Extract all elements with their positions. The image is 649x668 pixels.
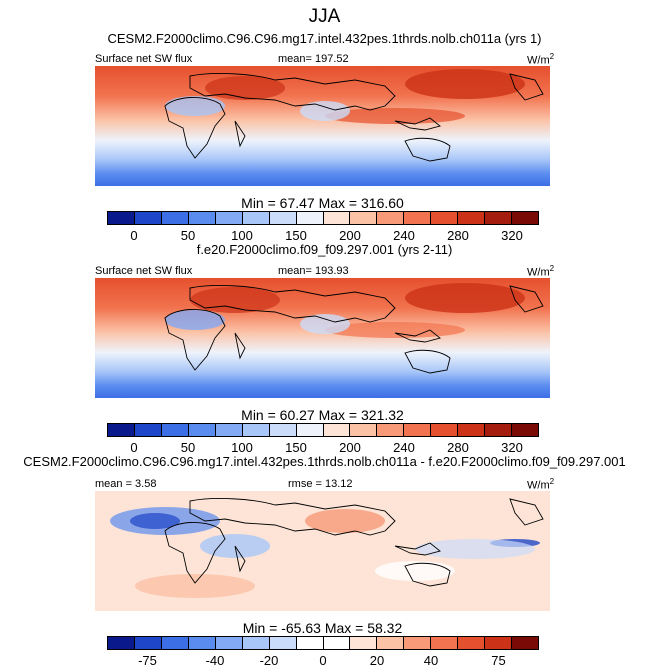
colorbar-swatch <box>188 424 216 436</box>
colorbar-swatch <box>458 424 486 436</box>
colorbar-tick-label: 40 <box>423 653 439 668</box>
colorbar-swatch <box>161 637 189 649</box>
season-title: JJA <box>308 6 341 27</box>
colorbar-swatch <box>485 212 513 224</box>
panel-2-coastlines <box>164 285 544 374</box>
colorbar-swatch <box>134 212 162 224</box>
panel-3-rmse-label: rmse = 13.12 <box>288 478 353 490</box>
colorbar-swatch <box>404 212 432 224</box>
colorbar-swatch <box>485 637 513 649</box>
colorbar-swatch <box>242 637 270 649</box>
colorbar-swatch <box>269 637 297 649</box>
colorbar-tick-label: 150 <box>285 228 307 243</box>
panel-1-coastlines <box>164 73 544 162</box>
panel-3-units: W/m2 <box>527 477 555 492</box>
colorbar-tick-label: 0 <box>319 653 327 668</box>
colorbar-swatch <box>242 212 270 224</box>
panel-2-map <box>95 278 550 398</box>
colorbar-swatch <box>404 637 432 649</box>
colorbar-swatch <box>431 637 459 649</box>
colorbar-swatch <box>350 637 378 649</box>
colorbar-tick-label: 240 <box>393 228 415 243</box>
panel-1-min-max: Min = 67.47 Max = 316.60 <box>241 195 404 211</box>
colorbar-swatch <box>134 424 162 436</box>
colorbar-swatch <box>404 424 432 436</box>
colorbar-swatch <box>323 637 351 649</box>
colorbar-swatch <box>512 424 538 436</box>
colorbar-swatch <box>323 424 351 436</box>
colorbar-tick-label: 280 <box>447 440 469 455</box>
colorbar-swatch <box>485 424 513 436</box>
colorbar-tick-label: 320 <box>501 440 523 455</box>
colorbar-tick-label: 0 <box>130 440 138 455</box>
colorbar-swatch <box>296 212 324 224</box>
colorbar-tick-label: 50 <box>180 440 196 455</box>
colorbar-swatch <box>215 212 243 224</box>
colorbar-swatch <box>188 212 216 224</box>
panel-2-units: W/m2 <box>527 264 555 279</box>
colorbar-swatch <box>296 424 324 436</box>
panel-3-colorbar <box>107 636 539 650</box>
panel-3-coastlines <box>164 498 544 587</box>
colorbar-tick-label: -75 <box>138 653 157 668</box>
colorbar-swatch <box>161 212 189 224</box>
colorbar-swatch <box>108 212 135 224</box>
panel-1-title: CESM2.F2000climo.C96.C96.mg17.intel.432p… <box>107 31 542 46</box>
colorbar-swatch <box>377 637 405 649</box>
colorbar-swatch <box>458 212 486 224</box>
panel-1-map <box>95 66 550 186</box>
colorbar-tick-label: 240 <box>393 440 415 455</box>
panel-3-map <box>95 491 550 611</box>
colorbar-tick-label: -20 <box>259 653 279 668</box>
colorbar-swatch <box>512 637 538 649</box>
panel-2-variable-label: Surface net SW flux <box>95 265 193 277</box>
panel-3-mean-label: mean = 3.58 <box>95 478 157 490</box>
colorbar-swatch <box>431 212 459 224</box>
colorbar-swatch <box>431 424 459 436</box>
colorbar-swatch <box>350 212 378 224</box>
colorbar-swatch <box>134 637 162 649</box>
colorbar-tick-label: 0 <box>130 228 138 243</box>
colorbar-tick-label: 280 <box>447 228 469 243</box>
colorbar-tick-label: 75 <box>491 653 506 668</box>
colorbar-tick-label: 20 <box>369 653 385 668</box>
colorbar-swatch <box>242 424 270 436</box>
colorbar-swatch <box>215 637 243 649</box>
colorbar-tick-label: 150 <box>285 440 307 455</box>
colorbar-swatch <box>108 424 135 436</box>
colorbar-swatch <box>215 424 243 436</box>
colorbar-swatch <box>296 637 324 649</box>
colorbar-tick-label: 200 <box>339 228 361 243</box>
colorbar-swatch <box>377 424 405 436</box>
colorbar-swatch <box>108 637 135 649</box>
panel-3-min-max: Min = -65.63 Max = 58.32 <box>242 620 403 636</box>
panel-3-title: CESM2.F2000climo.C96.C96.mg17.intel.432p… <box>23 454 626 469</box>
colorbar-swatch <box>512 212 538 224</box>
colorbar-swatch <box>350 424 378 436</box>
colorbar-tick-label: 100 <box>231 440 253 455</box>
colorbar-swatch <box>458 637 486 649</box>
colorbar-tick-label: -40 <box>205 653 225 668</box>
colorbar-tick-label: 320 <box>501 228 523 243</box>
panel-2-title: f.e20.F2000climo.f09_f09.297.001 (yrs 2-… <box>196 242 453 257</box>
panel-2-mean-label: mean= 193.93 <box>278 265 349 277</box>
panel-2-min-max: Min = 60.27 Max = 321.32 <box>241 407 404 423</box>
colorbar-swatch <box>269 424 297 436</box>
panel-2-colorbar <box>107 423 539 437</box>
colorbar-swatch <box>188 637 216 649</box>
colorbar-swatch <box>269 212 297 224</box>
colorbar-swatch <box>161 424 189 436</box>
colorbar-swatch <box>377 212 405 224</box>
colorbar-tick-label: 200 <box>339 440 361 455</box>
panel-1-mean-label: mean= 197.52 <box>278 53 349 65</box>
panel-1-variable-label: Surface net SW flux <box>95 53 193 65</box>
panel-1-units: W/m2 <box>527 52 555 67</box>
colorbar-tick-label: 100 <box>231 228 253 243</box>
colorbar-tick-label: 50 <box>180 228 196 243</box>
colorbar-swatch <box>323 212 351 224</box>
panel-1-colorbar <box>107 211 539 225</box>
